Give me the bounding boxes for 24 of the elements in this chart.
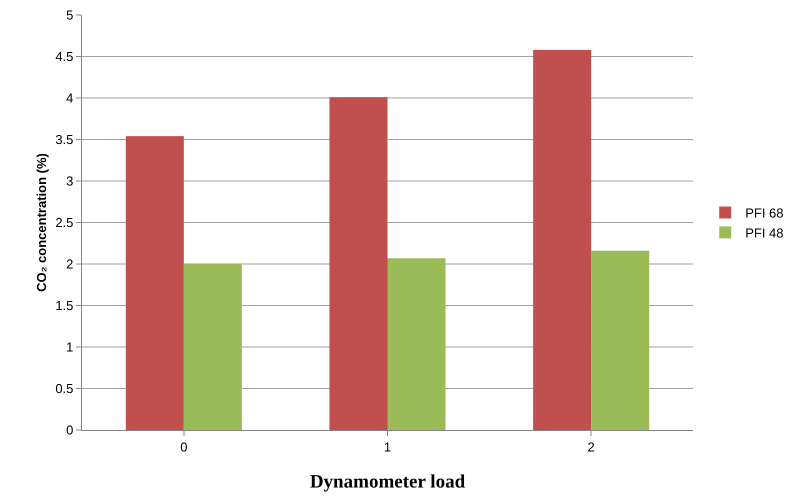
y-tick-label: 2 [66, 256, 74, 272]
legend-label: PFI 68 [745, 206, 784, 221]
y-tick-label: 0.5 [55, 381, 74, 396]
legend-label: PFI 48 [745, 225, 784, 240]
y-tick-label: 5 [66, 8, 74, 23]
bar [591, 250, 650, 430]
y-tick-label: 2.5 [55, 215, 74, 230]
y-tick-label: 1.5 [55, 298, 74, 314]
bar [533, 50, 592, 430]
bar [126, 136, 184, 430]
x-axis-title: Dynamometer load [310, 471, 466, 492]
bar [388, 258, 446, 430]
bar [184, 264, 242, 430]
x-tick-label: 1 [384, 440, 392, 455]
y-tick-label: 3 [66, 174, 74, 189]
y-tick-label: 4.5 [55, 49, 74, 64]
x-tick-label: 2 [588, 440, 595, 455]
bar [329, 97, 388, 430]
x-tick-label: 0 [180, 440, 188, 455]
y-tick-label: 1 [66, 340, 74, 355]
y-axis-title: CO₂ concentration (%) [34, 153, 49, 292]
y-tick-label: 4 [66, 90, 74, 106]
y-tick-label: 3.5 [55, 132, 74, 148]
y-tick-label: 0 [66, 422, 74, 438]
